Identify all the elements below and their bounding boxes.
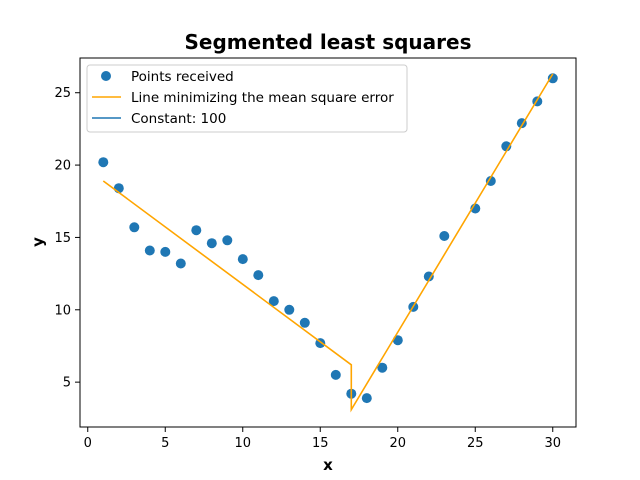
data-point — [377, 362, 388, 373]
plot-area — [98, 73, 558, 413]
data-point — [361, 393, 372, 404]
data-point — [175, 258, 186, 269]
legend-label-constant: Constant: 100 — [131, 111, 226, 127]
y-tick-label: 20 — [54, 159, 71, 174]
data-point — [160, 246, 171, 257]
x-tick-label: 25 — [467, 436, 484, 451]
data-point — [423, 271, 434, 282]
y-tick-label: 15 — [54, 231, 71, 246]
data-point — [222, 235, 233, 246]
data-point — [98, 157, 109, 168]
data-point — [501, 141, 512, 152]
y-axis-ticks: 5 10 15 20 25 — [54, 86, 80, 391]
x-axis-ticks: 0 5 10 15 20 25 30 — [84, 427, 561, 451]
y-tick-label: 25 — [54, 86, 71, 101]
data-point — [253, 270, 264, 281]
legend-label-fit-line: Line minimizing the mean square error — [131, 90, 394, 106]
data-point — [485, 176, 496, 186]
x-tick-label: 30 — [544, 436, 561, 451]
fit-line — [102, 73, 554, 413]
plot-frame — [79, 57, 577, 428]
x-tick-label: 20 — [389, 436, 406, 451]
legend: Points received Line minimizing the mean… — [86, 64, 408, 133]
data-point — [439, 231, 450, 241]
data-point — [191, 225, 202, 236]
data-point — [237, 254, 248, 265]
x-tick-label: 5 — [161, 436, 169, 451]
data-point — [299, 317, 310, 328]
data-point — [547, 73, 558, 84]
x-tick-label: 15 — [312, 436, 329, 451]
data-point — [268, 296, 279, 307]
y-tick-label: 5 — [63, 376, 71, 391]
data-point — [129, 222, 140, 233]
x-axis-label: x — [323, 456, 333, 474]
y-tick-label: 10 — [54, 303, 71, 318]
x-tick-label: 10 — [234, 436, 251, 451]
data-point — [284, 304, 295, 315]
legend-marker-points — [101, 71, 111, 81]
data-point — [206, 238, 217, 249]
chart-title: Segmented least squares — [185, 30, 472, 54]
y-axis-label: y — [29, 237, 47, 247]
data-point — [144, 245, 155, 256]
legend-box — [86, 64, 408, 133]
data-point — [330, 369, 341, 380]
legend-label-points: Points received — [131, 69, 234, 85]
x-tick-label: 0 — [84, 436, 92, 451]
